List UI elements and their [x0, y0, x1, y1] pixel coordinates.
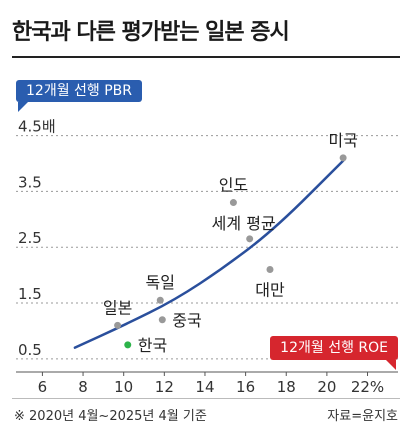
x-axis-label-pointer	[386, 360, 396, 370]
x-tick-label: 10	[114, 378, 133, 396]
data-point-label: 중국	[172, 311, 201, 330]
x-tick-label: 16	[236, 378, 255, 396]
data-point-label: 미국	[328, 131, 357, 150]
data-point	[156, 296, 164, 304]
source-credit: 자료=윤지호	[327, 409, 398, 424]
data-point	[339, 154, 347, 162]
y-tick-label: 0.5	[18, 341, 42, 359]
data-point	[124, 341, 132, 349]
y-tick-label: 3.5	[18, 173, 42, 191]
data-point	[158, 316, 166, 324]
y-tick-label: 1.5	[18, 285, 42, 303]
y-tick-label: 4.5배	[18, 118, 56, 136]
data-point-label: 한국	[138, 336, 167, 355]
x-tick-label: 8	[78, 378, 88, 396]
x-tick-label: 18	[277, 378, 296, 396]
x-tick-label: 20	[317, 378, 336, 396]
data-point-label: 인도	[219, 176, 248, 195]
x-axis-label: 12개월 선행 ROE	[270, 336, 398, 360]
data-point	[266, 266, 274, 274]
data-point-label: 세계 평균	[212, 214, 276, 233]
x-tick-label: 14	[195, 378, 214, 396]
title-divider	[12, 56, 400, 58]
data-point-label: 일본	[103, 298, 132, 317]
x-tick-label: 22%	[351, 378, 384, 396]
x-tick-label: 6	[38, 378, 48, 396]
y-axis-label: 12개월 선행 PBR	[16, 80, 143, 102]
trend-line	[73, 159, 345, 349]
y-axis-label-pointer	[18, 102, 28, 112]
data-point	[246, 235, 254, 243]
data-point-label: 대만	[255, 281, 285, 300]
data-point	[114, 321, 122, 329]
x-tick-label: 12	[155, 378, 174, 396]
footer-divider	[12, 398, 400, 399]
footnote: ※ 2020년 4월~2025년 4월 기준	[14, 409, 207, 424]
data-point-label: 독일	[146, 273, 175, 292]
y-tick-label: 2.5	[18, 229, 42, 247]
chart-title: 한국과 다른 평가받는 일본 증시	[12, 20, 290, 45]
data-point	[229, 199, 237, 207]
